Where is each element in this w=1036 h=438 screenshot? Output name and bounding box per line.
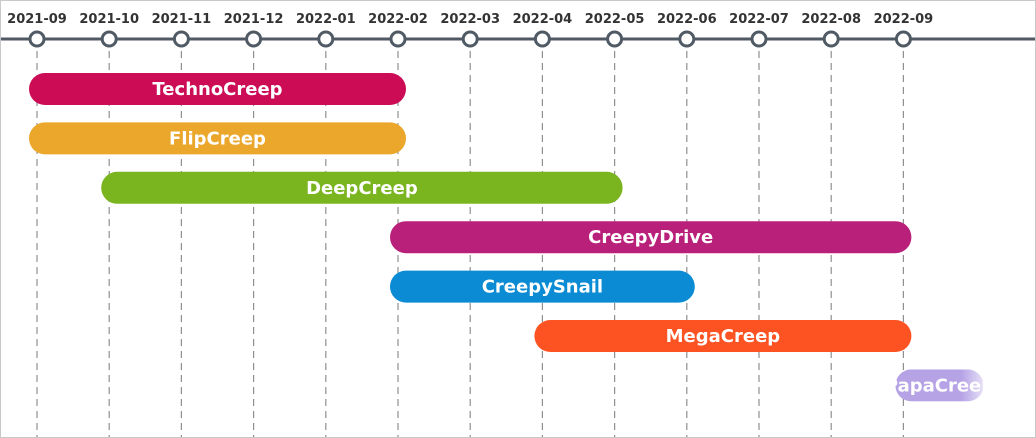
task-bar[interactable] (390, 270, 695, 303)
task-bar-group: FlipCreep (29, 122, 406, 155)
tick-marker (533, 30, 551, 48)
task-bar[interactable] (390, 221, 912, 254)
task-bar-group: TechnoCreep (29, 73, 406, 105)
task-bar-group: MegaCreep (534, 320, 912, 352)
tick-label: 2022-03 (440, 12, 500, 27)
tick-marker (28, 30, 46, 48)
task-bar[interactable] (29, 122, 406, 155)
tick-label: 2022-01 (296, 12, 356, 27)
task-bar-group: DeepCreep (101, 171, 623, 204)
task-label: MegaCreep (666, 326, 781, 347)
tick-marker (461, 30, 479, 48)
tick-marker (750, 30, 768, 48)
tick-label: 2021-12 (224, 12, 284, 27)
tick-marker (245, 30, 263, 48)
tick-label: 2022-09 (874, 12, 934, 27)
tick-marker (389, 30, 407, 48)
tick-marker (894, 30, 912, 48)
task-bar[interactable] (29, 73, 406, 105)
task-bar[interactable] (895, 369, 984, 402)
task-bar-group: PapaCreep (885, 369, 994, 402)
tick-marker (678, 30, 696, 48)
task-bar-group: CreepyDrive (390, 221, 912, 254)
tick-label: 2021-09 (7, 12, 67, 27)
tick-label: 2022-08 (801, 12, 861, 27)
task-bar[interactable] (534, 320, 912, 352)
task-label: FlipCreep (169, 128, 266, 149)
task-label: PapaCreep (885, 375, 994, 396)
task-label: DeepCreep (306, 178, 418, 199)
tick-label: 2022-02 (368, 12, 428, 27)
tick-label: 2022-05 (585, 12, 645, 27)
tick-label: 2021-11 (152, 12, 212, 27)
tick-marker (317, 30, 335, 48)
tick-label: 2022-07 (729, 12, 789, 27)
task-label: TechnoCreep (152, 79, 282, 100)
tick-marker (822, 30, 840, 48)
tick-label: 2021-10 (79, 12, 139, 27)
tick-label: 2022-06 (657, 12, 717, 27)
task-bar[interactable] (101, 171, 623, 204)
task-label: CreepySnail (482, 277, 603, 298)
task-label: CreepyDrive (588, 227, 713, 248)
tick-label: 2022-04 (513, 12, 573, 27)
tick-marker (606, 30, 624, 48)
tick-marker (172, 30, 190, 48)
task-bar-group: CreepySnail (390, 270, 695, 303)
tick-marker (100, 30, 118, 48)
